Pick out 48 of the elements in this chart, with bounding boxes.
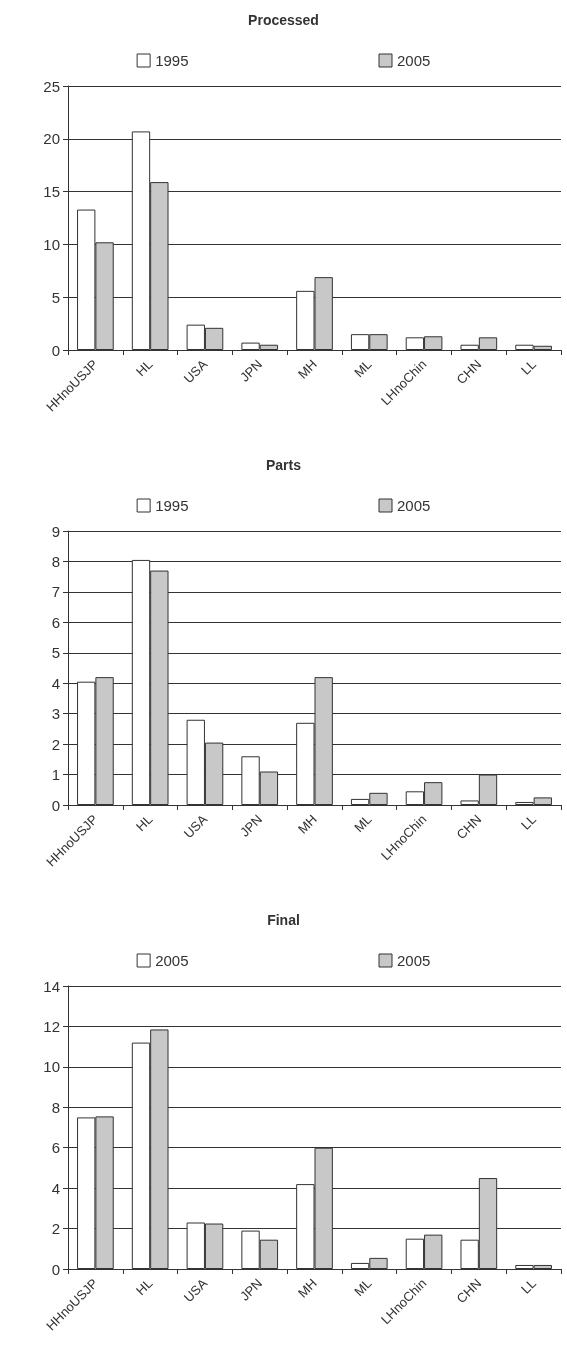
y-tick-label: 1 (51, 766, 60, 784)
x-tick-label: USA (180, 1275, 211, 1306)
y-tick-label: 9 (51, 522, 60, 540)
chart-title: Processed (248, 12, 319, 28)
x-tick-label: HL (133, 811, 156, 835)
x-tick-label: LL (518, 1275, 539, 1297)
x-tick-label: ML (351, 356, 375, 381)
y-tick-label: 0 (51, 341, 60, 359)
chart-title: Parts (265, 457, 302, 473)
legend-label: 2005 (397, 52, 431, 69)
y-tick-label: 6 (51, 1139, 60, 1157)
y-tick-label: 10 (43, 235, 60, 253)
x-tick-label: HL (133, 356, 156, 380)
x-tick-label: USA (180, 356, 211, 387)
y-tick-label: 5 (51, 644, 60, 662)
legend-label: 2005 (397, 497, 431, 514)
y-tick-label: 5 (51, 288, 60, 306)
x-tick-label: MH (294, 811, 320, 837)
y-tick-label: 0 (51, 796, 60, 814)
y-tick-label: 4 (51, 1179, 60, 1197)
x-tick-label: USA (180, 811, 211, 842)
legend-label: 1995 (155, 52, 189, 69)
y-tick-label: 8 (51, 552, 60, 570)
y-tick-label: 8 (51, 1098, 60, 1116)
y-tick-label: 6 (51, 613, 60, 631)
legend-label: 1995 (155, 497, 189, 514)
x-tick-label: LL (518, 356, 539, 378)
legend-label: 2005 (155, 952, 189, 969)
x-tick-label: ML (351, 811, 375, 836)
chart-title: Final (267, 912, 300, 928)
y-tick-label: 3 (51, 705, 60, 723)
y-tick-label: 2 (51, 735, 60, 753)
y-tick-label: 14 (43, 977, 60, 995)
legend-label: 2005 (397, 952, 431, 969)
y-tick-label: 7 (51, 583, 60, 601)
y-tick-label: 4 (51, 674, 60, 692)
y-tick-label: 15 (43, 183, 60, 201)
x-tick-label: MH (294, 356, 320, 382)
y-tick-label: 12 (43, 1017, 60, 1035)
y-tick-label: 20 (43, 130, 60, 148)
x-tick-label: LL (518, 811, 539, 833)
x-tick-label: HL (133, 1275, 156, 1299)
x-tick-label: ML (351, 1275, 375, 1300)
y-tick-label: 25 (43, 77, 60, 95)
y-tick-label: 10 (43, 1058, 60, 1076)
y-tick-label: 0 (51, 1260, 60, 1278)
y-tick-label: 2 (51, 1220, 60, 1238)
x-tick-label: MH (294, 1275, 320, 1301)
